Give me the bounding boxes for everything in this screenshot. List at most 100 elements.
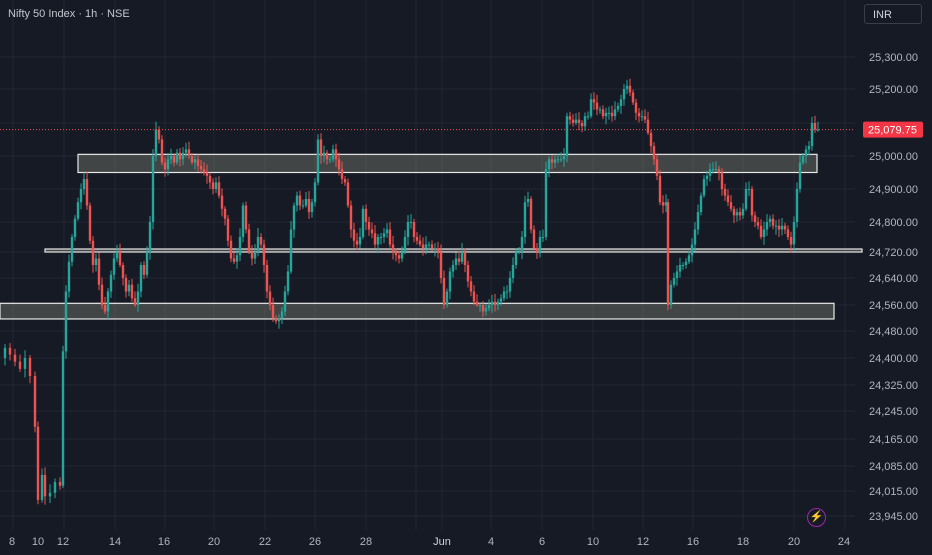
candle-body [705,175,709,180]
candle-body [613,109,617,117]
candle-body [85,179,89,206]
zone-1[interactable] [44,248,863,253]
candle-body [295,195,299,206]
candle-body [466,265,470,282]
candle-body [325,152,329,160]
zone-0[interactable] [77,153,818,174]
candle-body [451,265,455,272]
candle-body [541,237,545,238]
candle-body [340,169,344,180]
candle-body [448,271,452,292]
candle-body [547,159,551,170]
x-tick-label: 20 [788,536,800,548]
candle-body [94,258,98,265]
candle-body [274,318,278,322]
candle-body [370,229,374,234]
flash-icon[interactable]: ⚡ [807,508,826,527]
candle-body [301,205,305,207]
candle-body [382,233,386,237]
candle-body [762,229,766,237]
candle-body [160,139,164,163]
y-tick-label: 25,200.00 [869,84,918,96]
candle-body [643,116,647,120]
candle-body [220,195,224,209]
candle-body [678,265,682,272]
candle-body [514,252,518,265]
x-tick-label: 4 [488,536,494,548]
candle-body [349,205,353,230]
y-tick-label: 24,640.00 [869,273,918,285]
candle-body [556,159,560,161]
candle-body [550,159,554,163]
candle-body [625,85,629,89]
candle-body [798,162,802,189]
candle-body [669,284,673,305]
candle-body [142,265,146,275]
candle-body [526,198,530,203]
symbol-title[interactable]: Nifty 50 Index · 1h · NSE [8,8,130,20]
candle-body [355,240,359,245]
candle-body [256,237,260,252]
candle-body [487,305,491,309]
candle-body [792,222,796,245]
candle-body [48,492,52,497]
candle-body [352,229,356,241]
candle-body [789,237,793,245]
candle-body [664,202,668,206]
x-tick-label: 10 [32,536,44,548]
candle-body [529,198,533,230]
candle-body [211,182,215,189]
candle-body [735,212,739,216]
candle-body [616,106,620,110]
candle-body [196,159,200,166]
x-tick-label: 6 [539,536,545,548]
candle-body [376,237,380,245]
candle-body [583,116,587,127]
x-tick-label: 16 [158,536,170,548]
candle-body [568,116,572,120]
candle-body [418,240,422,245]
candle-body [517,252,521,253]
candle-body [106,291,110,312]
candle-body [169,156,173,160]
support-resistance-zones[interactable] [0,153,863,320]
candle-body [277,318,281,322]
candle-body [175,152,179,163]
candle-body [702,179,706,196]
candle-body [181,152,185,160]
candle-body [406,222,410,237]
candle-body [82,179,86,189]
candle-body [310,202,314,213]
zone-2[interactable] [0,302,835,320]
candle-body [655,159,659,176]
candle-body [726,195,730,203]
candle-body [801,156,805,163]
candle-body [100,284,104,305]
candle-body [502,291,506,299]
candle-body [640,116,644,118]
axes: 25,300.00 25,200.00 25,000.00 24,900.00 24,8… [9,52,923,548]
candle-body [637,112,641,117]
candle-body [436,248,440,252]
x-tick-label: 24 [838,536,850,548]
currency-button[interactable]: INR [864,4,922,24]
candle-body [157,129,161,140]
candle-body [505,291,509,293]
candle-body [319,139,323,156]
candle-body [76,202,80,219]
candle-body [334,149,338,160]
candle-body [460,252,464,262]
candle-body [610,112,614,117]
candle-body [70,237,74,262]
candle-body [8,347,12,355]
candle-body [666,202,670,305]
candle-body [499,298,503,302]
candle-body [538,237,542,252]
x-tick-label: 20 [208,536,220,548]
candle-body [109,274,113,292]
candle-body [361,208,365,237]
candle-body [184,149,188,153]
candle-body [765,222,769,230]
